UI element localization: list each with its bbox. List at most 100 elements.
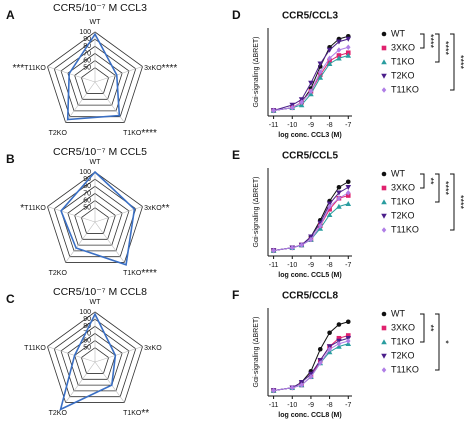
marker [308,373,314,380]
axis-label: 3xKO** [144,203,169,214]
r-tick-label: 70 [83,330,91,337]
r-tick-label: 90 [83,176,91,183]
marker [345,333,351,338]
marker [299,99,304,106]
x-tick-label: -8 [326,402,332,409]
spoke [65,81,96,123]
legend-label: T1KO [391,56,415,66]
marker [327,203,332,210]
legend-marker [381,339,387,345]
r-tick-label: 90 [83,316,91,323]
axis-label: T2KO [49,270,68,277]
chart-title: CCR5/CCL5 [282,151,339,162]
axis-label: WT [90,299,102,306]
marker [271,107,276,114]
axis-label: 3xKO**** [144,63,177,74]
significance-bracket [420,173,425,189]
axis-label-text: 3xKO [144,205,162,212]
r-tick-label: 90 [83,36,91,43]
marker [317,61,324,67]
x-tick-label: -7 [345,262,351,269]
x-tick-label: -9 [308,122,314,129]
legend-label: T2KO [391,70,415,80]
axis-label-text: T11KO [24,205,46,212]
grid-ring [67,192,123,246]
series-line [273,203,349,251]
marker [308,236,314,243]
marker [326,47,333,53]
marker [289,384,295,391]
marker [271,247,276,254]
axis-label: T1KO**** [123,268,157,279]
r-tick-label: 100 [79,309,91,316]
legend-marker [381,325,387,331]
grid-ring [80,347,110,374]
axis-label: T2KO [49,410,68,417]
x-tick-label: -11 [269,122,279,129]
x-tick-label: -11 [269,262,279,269]
significance: **** [162,63,178,74]
marker [299,382,304,388]
marker [317,69,323,75]
significance: **** [441,181,451,196]
marker [336,190,342,196]
grid-ring [60,325,130,392]
spoke [94,346,143,363]
legend-label: T2KO [391,350,415,360]
x-axis-label: log conc. CCL3 (M) [278,132,341,139]
spoke [94,206,143,223]
chart-title: CCR5/10⁻⁷ M CCL5 [53,146,147,158]
r-tick-label: 70 [83,50,91,57]
grid-ring [60,45,130,112]
y-axis-label: Gαi-signaling (ΔBRET) [253,317,260,388]
marker [326,211,333,218]
marker [336,203,342,209]
axis-label: T1KO**** [123,128,157,139]
marker [336,322,342,327]
axis-label: WT [90,19,102,26]
x-tick-label: -11 [269,402,279,409]
grid-ring [74,60,116,100]
series-line [273,321,349,391]
x-tick-label: -8 [326,262,332,269]
marker [308,88,314,95]
axis-label-text: T1KO [123,410,142,417]
grid-ring [46,311,144,403]
series-line [273,35,349,111]
significance: ** [141,408,149,419]
spoke [47,346,96,363]
legend-marker [381,213,387,219]
r-tick-label: 80 [83,183,91,190]
marker [308,80,314,86]
marker [336,195,342,202]
marker [327,55,332,62]
panel-letter: C [6,292,15,306]
spoke [65,361,96,403]
grid-ring [67,332,123,386]
legend-marker [381,185,387,191]
axis-label-text: WT [90,299,102,306]
panel-letter: F [232,288,239,302]
r-tick-label: 60 [83,197,91,204]
legend-marker [381,199,387,205]
legend-marker [381,73,387,79]
x-tick-label: -10 [287,262,297,269]
significance-bracket [435,33,440,63]
significance: * [441,340,451,344]
marker [336,335,342,341]
legend-label: T11KO [391,84,419,94]
spoke [47,66,96,83]
marker [345,189,351,196]
r-tick-label: 80 [83,323,91,330]
series-line [273,46,349,111]
marker [345,338,351,344]
significance: ** [162,203,170,214]
panel-letter: D [232,8,241,22]
panel-letter: B [6,152,15,166]
marker [336,184,342,190]
marker [271,387,276,394]
axis-label-text: WT [90,159,102,166]
radar-line [60,170,136,266]
significance-bracket [435,313,440,371]
axis-label-text: WT [90,19,102,26]
